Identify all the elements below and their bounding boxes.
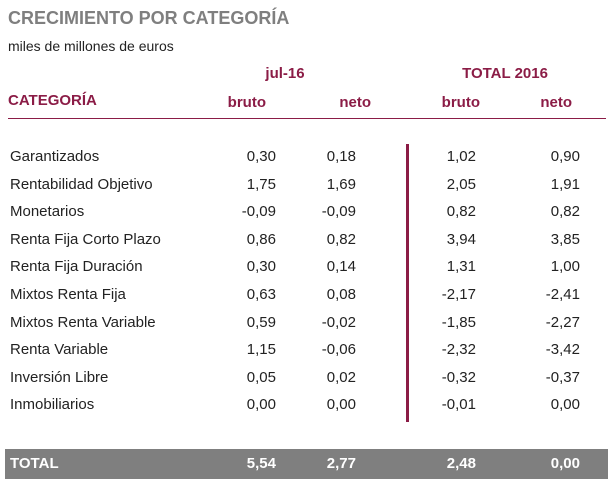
row-category-label: Mixtos Renta Variable [10, 313, 156, 331]
cell-jul16-bruto: 0,00 [246, 396, 276, 414]
cell-total-bruto: 1,02 [446, 148, 476, 165]
cell-total-neto: -2,27 [545, 313, 580, 331]
cell-total-neto: 0,82 [550, 203, 580, 221]
table-row: Garantizados 0,30 0,18 1,02 0,90 [0, 144, 616, 171]
row-category-label: Renta Fija Corto Plazo [10, 230, 161, 248]
row-category-label: Mixtos Renta Fija [10, 286, 126, 303]
cell-total-bruto: -1,85 [441, 313, 476, 331]
cell-jul16-bruto: 0,63 [246, 286, 276, 303]
cell-jul16-neto: 0,00 [326, 396, 356, 414]
total-jul16-neto: 2,77 [326, 455, 356, 472]
table-row: Renta Variable 1,15 -0,06 -2,32 -3,42 [0, 337, 616, 364]
category-column-header: CATEGORÍA [8, 92, 97, 109]
cell-total-neto: -0,37 [545, 368, 580, 386]
cell-jul16-neto: 0,02 [326, 368, 356, 386]
cell-total-bruto: 1,31 [446, 258, 476, 276]
row-category-label: Garantizados [10, 148, 100, 165]
cell-jul16-neto: 0,18 [326, 148, 356, 165]
cell-jul16-neto: -0,02 [321, 313, 356, 331]
cell-total-bruto: -0,32 [441, 368, 476, 386]
table-subtitle: miles de millones de euros [8, 38, 174, 54]
cell-jul16-bruto: 0,30 [246, 258, 276, 276]
table-row: Inversión Libre 0,05 0,02 -0,32 -0,37 [0, 365, 616, 392]
table-row: Mixtos Renta Variable 0,59 -0,02 -1,85 -2,27 [0, 310, 616, 337]
group-header-jul16: jul-16 [265, 65, 305, 82]
cell-jul16-neto: 0,08 [326, 286, 356, 303]
total-row: TOTAL 5,54 2,77 2,48 0,00 [5, 449, 608, 479]
table-title: CRECIMIENTO POR CATEGORÍA [8, 8, 290, 28]
cell-total-neto: 1,91 [550, 175, 580, 193]
table-row: Mixtos Renta Fija 0,63 0,08 -2,17 -2,41 [0, 282, 616, 309]
total-2016-neto: 0,00 [550, 455, 580, 472]
cell-total-neto: 1,00 [550, 258, 580, 276]
cell-jul16-bruto: 0,86 [246, 230, 276, 248]
row-category-label: Inmobiliarios [10, 396, 95, 414]
total-label: TOTAL [10, 455, 59, 472]
row-category-label: Renta Variable [10, 341, 109, 359]
total-2016-bruto: 2,48 [446, 455, 476, 472]
table-row: Monetarios -0,09 -0,09 0,82 0,82 [0, 199, 616, 226]
total-jul16-bruto: 5,54 [246, 455, 276, 472]
table-row: Rentabilidad Objetivo 1,75 1,69 2,05 1,91 [0, 172, 616, 199]
cell-jul16-bruto: 0,59 [246, 313, 276, 331]
header-divider [8, 118, 606, 119]
cell-jul16-neto: 0,14 [326, 258, 356, 276]
cell-total-neto: -2,41 [545, 286, 580, 303]
group-header-total-2016: TOTAL 2016 [462, 65, 548, 82]
cell-total-bruto: 0,82 [446, 203, 476, 221]
cell-jul16-neto: -0,06 [321, 341, 356, 359]
column-header-total-bruto: bruto [441, 94, 480, 111]
column-header-jul16-bruto: bruto [227, 94, 266, 111]
table-row: Inmobiliarios 0,00 0,00 -0,01 0,00 [0, 392, 616, 419]
cell-total-bruto: -2,32 [441, 341, 476, 359]
row-category-label: Renta Fija Duración [10, 258, 143, 276]
cell-jul16-neto: 1,69 [326, 175, 356, 193]
column-header-total-neto: neto [540, 94, 572, 111]
cell-jul16-bruto: 0,05 [246, 368, 276, 386]
cell-jul16-neto: 0,82 [326, 230, 356, 248]
cell-total-bruto: 2,05 [446, 175, 476, 193]
row-category-label: Rentabilidad Objetivo [10, 175, 153, 193]
cell-total-bruto: 3,94 [446, 230, 476, 248]
cell-jul16-neto: -0,09 [321, 203, 356, 221]
cell-jul16-bruto: 1,75 [246, 175, 276, 193]
cell-jul16-bruto: 1,15 [246, 341, 276, 359]
cell-total-neto: 0,00 [550, 396, 580, 414]
cell-jul16-bruto: 0,30 [246, 148, 276, 165]
column-header-jul16-neto: neto [339, 94, 371, 111]
cell-total-neto: 3,85 [550, 230, 580, 248]
cell-total-neto: -3,42 [545, 341, 580, 359]
row-category-label: Inversión Libre [10, 368, 109, 386]
period-separator-line [406, 144, 409, 422]
cell-jul16-bruto: -0,09 [241, 203, 276, 221]
cell-total-bruto: -2,17 [441, 286, 476, 303]
cell-total-neto: 0,90 [550, 148, 580, 165]
table-row: Renta Fija Duración 0,30 0,14 1,31 1,00 [0, 254, 616, 281]
table-row: Renta Fija Corto Plazo 0,86 0,82 3,94 3,85 [0, 227, 616, 254]
row-category-label: Monetarios [10, 203, 85, 221]
cell-total-bruto: -0,01 [441, 396, 476, 414]
